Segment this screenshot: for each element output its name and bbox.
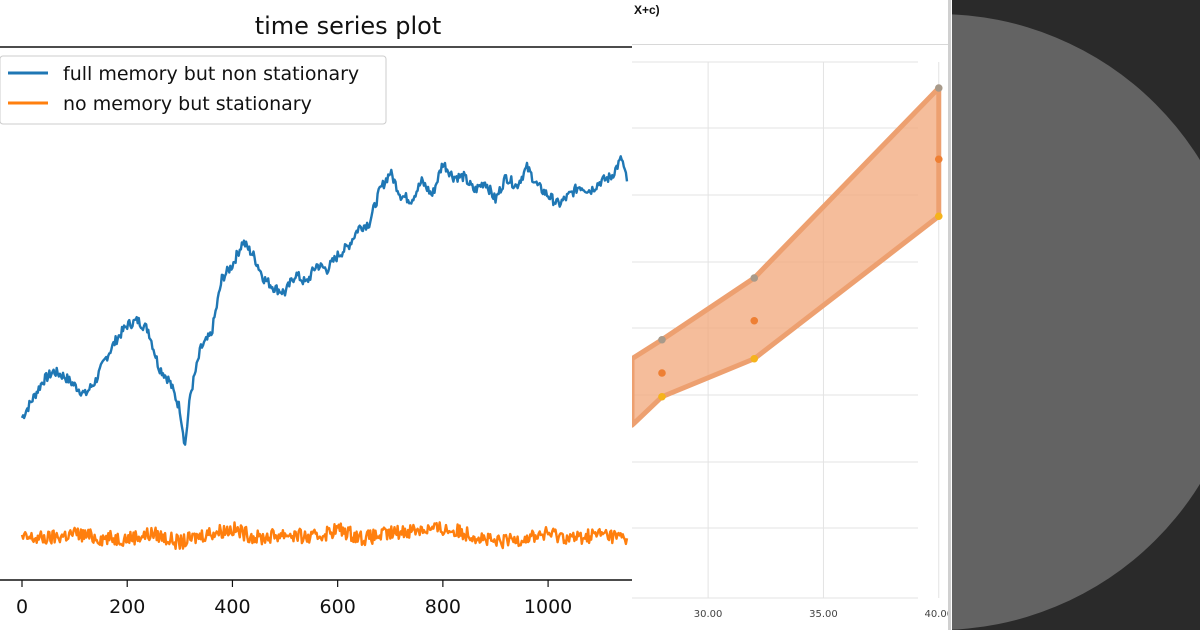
x-tick-label: 600: [320, 596, 356, 618]
panel-divider: [948, 0, 951, 630]
band-chart-panel: X+c) 30.00 35.00 40.00: [632, 0, 952, 630]
data-point: [934, 84, 943, 92]
time-series-chart-panel: time series plot 0 200 400 600 800 1000 full …: [0, 12, 632, 618]
band-chart-header: X+c): [632, 0, 950, 45]
x-tick-label: 200: [109, 596, 145, 618]
gray-disc: [952, 14, 1200, 630]
x-axis-ticks: 30.00 35.00 40.00: [694, 609, 952, 620]
series-line-no-memory: [20, 521, 629, 550]
series-line-full-memory: [20, 155, 629, 446]
scatter-points: [658, 84, 943, 401]
data-point: [750, 274, 759, 282]
time-series-chart: time series plot 0 200 400 600 800 1000 full …: [0, 12, 632, 618]
data-point: [750, 354, 759, 363]
data-point: [658, 392, 666, 401]
x-axis-ticks: 0 200 400 600 800 1000: [16, 580, 572, 618]
legend-label-no-memory: no memory but stationary: [63, 93, 312, 115]
data-point: [934, 155, 943, 164]
x-tick-label: 35.00: [809, 609, 838, 620]
legend-label-full-memory: full memory but non stationary: [63, 63, 359, 85]
x-tick-label: 1000: [524, 596, 572, 618]
data-point: [658, 335, 666, 344]
band-area: [632, 85, 942, 428]
x-tick-label: 0: [16, 596, 28, 618]
dark-side-panel: [952, 0, 1200, 630]
dark-panel-graphic: [952, 14, 1200, 630]
chart-legend: full memory but non stationary no memory…: [0, 55, 387, 125]
series-lines: [20, 155, 629, 550]
x-tick-label: 400: [214, 596, 250, 618]
data-point: [750, 316, 759, 325]
confidence-band: [632, 85, 942, 428]
band-chart: 30.00 35.00 40.00: [632, 61, 952, 620]
x-tick-label: 30.00: [694, 609, 723, 620]
data-point: [658, 369, 666, 377]
x-tick-label: 40.00: [924, 609, 948, 620]
band-chart-title-fragment: X+c): [634, 3, 660, 17]
chart-title: time series plot: [255, 12, 442, 40]
data-point: [934, 212, 943, 221]
legend-box: [0, 55, 387, 125]
x-tick-label: 800: [425, 596, 461, 618]
